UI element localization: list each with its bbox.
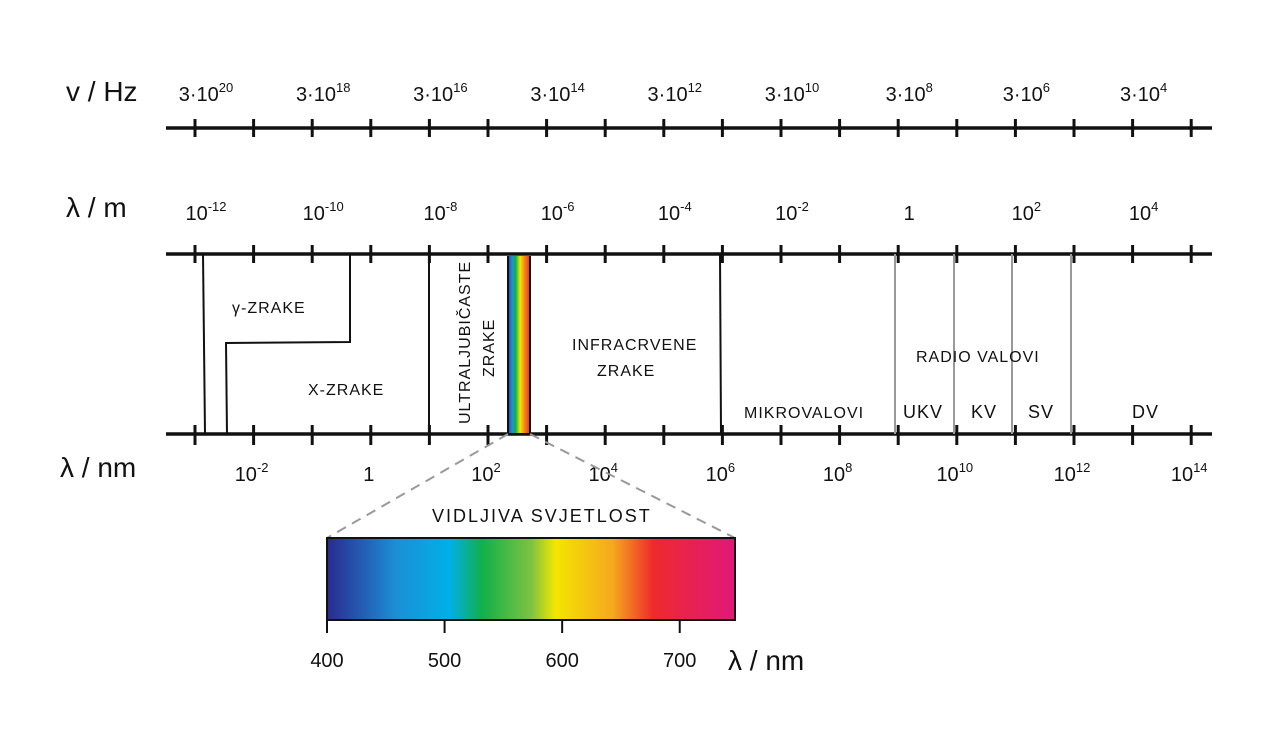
ir-label-line2: ZRAKE (597, 363, 655, 380)
tick-label: 3·104 (1120, 80, 1167, 106)
visible-ticks: 400 500 600 700 (310, 620, 696, 672)
tick-label: 3·1016 (413, 80, 468, 106)
tick-label: 10-10 (303, 199, 344, 225)
tick-label: 104 (588, 460, 617, 486)
wavelength-m-ticks: 10-12 10-10 10-8 10-6 10-4 10-2 1 102 104 (185, 199, 1193, 263)
visible-axis-label: λ / nm (728, 645, 804, 676)
tick-label: 102 (471, 460, 500, 486)
visible-tick-label: 600 (545, 650, 578, 672)
tick-label: 3·1014 (530, 80, 585, 106)
visible-tick-label: 500 (428, 650, 461, 672)
gamma-left-boundary (202, 253, 206, 435)
tick-label: 104 (1129, 199, 1158, 225)
tick-label: 3·1010 (765, 80, 820, 106)
visible-tick-label: 700 (663, 650, 696, 672)
tick-label: 1012 (1054, 460, 1091, 486)
uv-label-line2: ZRAKE (481, 319, 498, 377)
visible-light-title: VIDLJIVA SVJETLOST (432, 506, 652, 526)
kv-label: KV (971, 402, 997, 422)
tick-label: 1010 (936, 460, 973, 486)
ir-microwave-boundary (719, 253, 722, 435)
tick-label: 3·106 (1003, 80, 1050, 106)
tick-label: 3·1012 (648, 80, 703, 106)
tick-label: 102 (1012, 199, 1041, 225)
uv-label-line1: ULTRALJUBIČASTE (455, 261, 474, 424)
tick-label: 3·1020 (179, 80, 234, 106)
tick-label: 106 (706, 460, 735, 486)
tick-label: 1 (363, 464, 374, 486)
tick-label: 3·1018 (296, 80, 351, 106)
microwaves-label: MIKROVALOVI (744, 405, 864, 422)
tick-label: 10-2 (235, 460, 269, 486)
tick-label: 10-6 (541, 199, 575, 225)
frequency-axis-label: v / Hz (66, 76, 138, 107)
ir-label-line1: INFRACRVENE (572, 337, 697, 354)
visible-tick-label: 400 (310, 650, 343, 672)
tick-label: 10-12 (185, 199, 226, 225)
wavelength-nm-ticks: 10-2 1 102 104 106 108 1010 1012 1014 (193, 425, 1208, 486)
sv-label: SV (1028, 402, 1054, 422)
gamma-xray-boundary (224, 254, 351, 435)
tick-label: 10-4 (658, 199, 692, 225)
wavelength-nm-axis-label: λ / nm (60, 452, 136, 483)
tick-label: 3·108 (886, 80, 933, 106)
zoom-line-left (326, 433, 509, 539)
dv-label: DV (1132, 402, 1159, 422)
radio-subband-boundaries (894, 254, 1072, 434)
zoom-line-right (529, 433, 736, 539)
gamma-rays-label: γ-ZRAKE (232, 300, 306, 317)
frequency-ticks: 3·1020 3·1018 3·1016 3·1014 3·1012 3·1010 3·10… (179, 80, 1193, 137)
tick-label: 108 (823, 460, 852, 486)
region-boundaries (202, 253, 722, 435)
x-rays-label: X-ZRAKE (308, 382, 384, 399)
tick-label: 10-8 (423, 199, 457, 225)
tick-label: 10-2 (775, 199, 809, 225)
radio-waves-label: RADIO VALOVI (916, 349, 1040, 366)
tick-label: 1 (904, 203, 915, 225)
ukv-label: UKV (903, 402, 943, 422)
tick-label: 1014 (1171, 460, 1208, 486)
visible-band (508, 256, 530, 433)
visible-spectrum-bar (326, 537, 736, 621)
wavelength-m-axis-label: λ / m (66, 192, 127, 223)
